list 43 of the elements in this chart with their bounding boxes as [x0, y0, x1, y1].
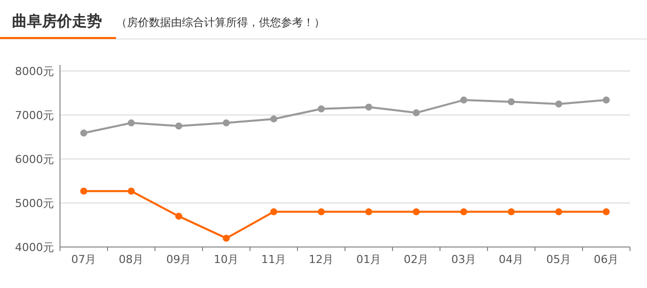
point — [555, 208, 562, 216]
point — [128, 119, 135, 126]
x-tick-label: 08月 — [118, 253, 144, 266]
point — [175, 122, 182, 130]
point — [80, 130, 88, 137]
chart-subtitle: （房价数据由综合计算所得，供您参考！） — [116, 16, 325, 29]
point — [412, 109, 420, 116]
point — [318, 208, 325, 216]
point — [222, 234, 230, 242]
point — [555, 100, 562, 108]
point — [175, 212, 182, 220]
point — [365, 104, 372, 111]
x-tick-label: 10月 — [214, 253, 239, 266]
x-tick-label: 04月 — [498, 253, 524, 266]
y-tick-label: 5000元 — [15, 197, 54, 210]
x-tick-label: 03月 — [451, 253, 476, 266]
point — [508, 98, 515, 106]
y-tick-label: 8000元 — [15, 65, 54, 78]
y-tick-label: 4000元 — [15, 241, 54, 254]
point — [602, 208, 610, 216]
x-tick-label: 07月 — [71, 253, 96, 266]
x-tick-label: 12月 — [308, 253, 334, 266]
x-tick-label: 06月 — [594, 253, 619, 266]
y-tick-label: 6000元 — [15, 153, 54, 166]
y-tick-label: 7000元 — [15, 109, 54, 122]
x-tick-label: 05月 — [546, 253, 572, 266]
point — [270, 115, 278, 122]
point — [412, 208, 420, 216]
x-tick-label: 11月 — [261, 253, 286, 266]
point — [602, 96, 610, 104]
x-tick-label: 02月 — [404, 253, 429, 266]
point — [460, 208, 468, 216]
point — [508, 208, 515, 216]
point — [270, 208, 278, 216]
point — [365, 208, 372, 216]
point — [460, 96, 468, 104]
x-tick-label: 01月 — [356, 253, 382, 266]
point — [80, 188, 88, 195]
point — [128, 188, 135, 195]
x-tick-label: 09月 — [166, 253, 192, 266]
point — [222, 119, 230, 126]
chart-title: 曲阜房价走势 — [12, 12, 102, 30]
point — [318, 105, 325, 112]
